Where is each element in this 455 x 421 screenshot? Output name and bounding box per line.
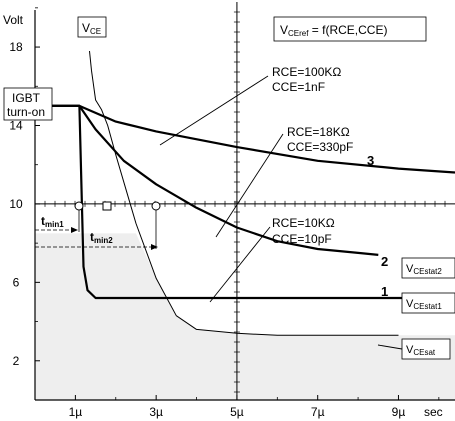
curve-number-3: 3	[367, 153, 374, 168]
tmin1-label: tmin1	[41, 214, 64, 229]
y-tick-label: 6	[13, 275, 20, 289]
tmin2-arrowhead	[151, 244, 158, 250]
x-tick-label: 5µ	[230, 405, 244, 419]
y-tick-label: 2	[13, 354, 20, 368]
series-line-2	[35, 104, 379, 256]
series-line-3	[35, 104, 455, 174]
formula-box	[273, 16, 427, 42]
y-ticks: 2 6 10 14 18	[9, 7, 40, 368]
annotation-rce1: RCE=100KΩ	[272, 65, 341, 79]
x-ticks: 1µ 3µ 5µ 7µ 9µ	[69, 395, 440, 419]
crossing-marker-3	[151, 201, 161, 211]
vcestat2-label: VCEstat2	[406, 263, 442, 276]
threshold-axis	[35, 200, 455, 207]
vcesat-label: VCEsat	[406, 344, 436, 357]
igbt-label-box	[3, 87, 53, 121]
x-tick-label: 1µ	[69, 405, 83, 419]
formula-label: VCEref = f(RCE,CCE)	[280, 23, 387, 38]
curve-number-1: 1	[381, 284, 388, 299]
vce-label: VCE	[82, 21, 101, 36]
igbt-label-line2: turn-on	[7, 105, 45, 119]
series-line-vce	[89, 50, 399, 336]
x-tick-label: 9µ	[392, 405, 406, 419]
vcestat1-box	[401, 292, 455, 314]
annotation-cce1: CCE=1nF	[272, 80, 325, 94]
vce-label-box	[77, 16, 107, 38]
y-tick-label: 10	[9, 197, 23, 211]
annotation-rce3: RCE=10KΩ	[272, 216, 335, 230]
igbt-label-line1: IGBT	[12, 91, 41, 105]
series-group	[35, 50, 455, 336]
shaded-region	[35, 233, 455, 400]
y-tick-label: 14	[9, 118, 23, 132]
crossing-marker-2	[102, 201, 112, 211]
curve-number-2: 2	[381, 254, 388, 269]
vcestat2-box	[401, 257, 455, 279]
leader-line-1	[159, 75, 269, 146]
annotation-rce2: RCE=18KΩ	[287, 125, 350, 139]
vcestat1-label: VCEstat1	[406, 298, 442, 311]
crossing-marker-1	[74, 201, 84, 211]
x-tick-label: 7µ	[311, 405, 325, 419]
tmin1-arrowhead	[71, 227, 78, 233]
leader-line-2	[215, 133, 284, 238]
tmin2-label: tmin2	[90, 230, 113, 245]
x-tick-label: 3µ	[149, 405, 163, 419]
y-axis-label: Volt	[3, 13, 24, 27]
y-tick-label: 18	[9, 40, 23, 54]
annotation-cce2: CCE=330pF	[287, 140, 353, 154]
leader-line-3	[209, 226, 271, 303]
x-axis-label: sec	[424, 405, 443, 419]
vcesat-pointer	[377, 344, 403, 350]
annotation-cce3: CCE=10pF	[272, 232, 332, 246]
